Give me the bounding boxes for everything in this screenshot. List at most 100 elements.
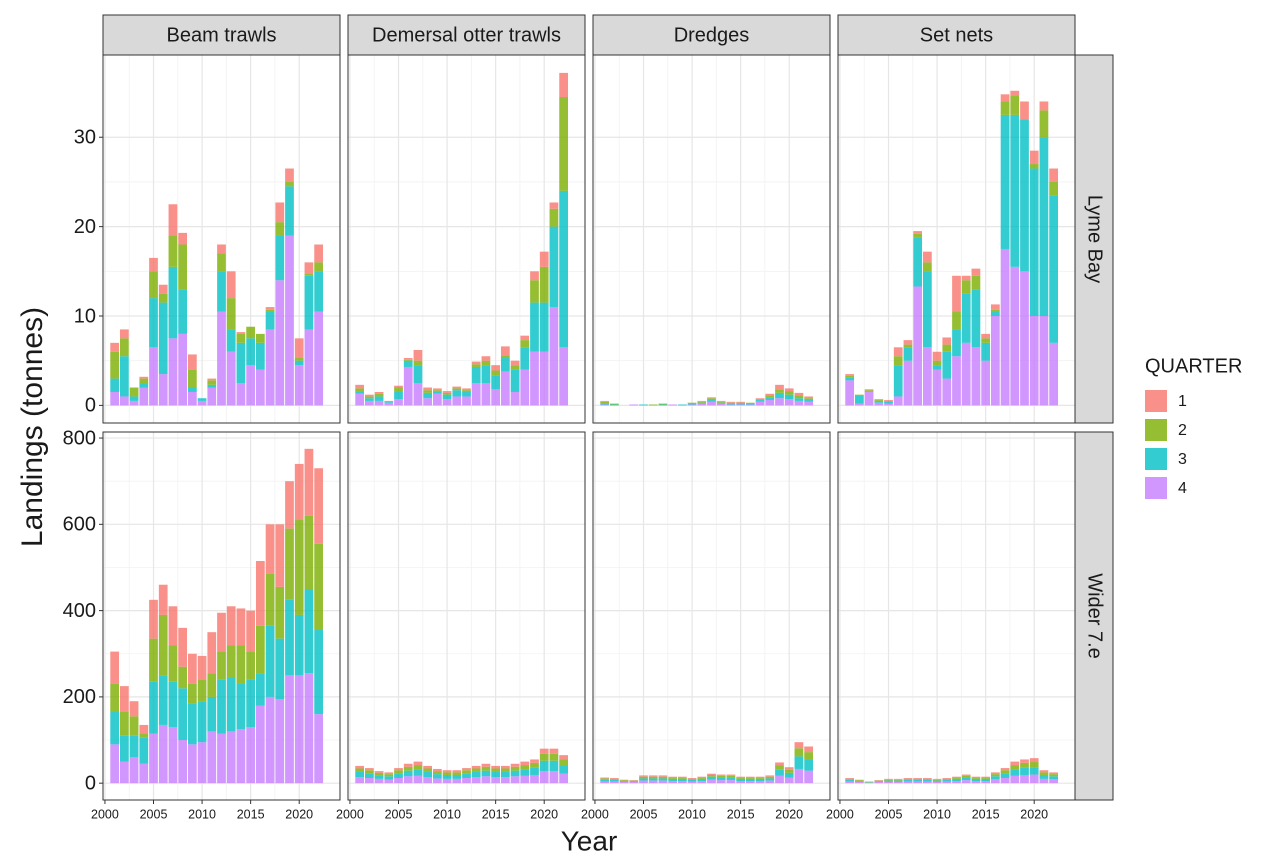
bar: [687, 402, 697, 404]
bar: [893, 780, 903, 782]
bar: [864, 391, 874, 406]
bar: [981, 360, 991, 406]
bar: [217, 253, 226, 272]
bar: [197, 655, 207, 680]
bar: [736, 402, 746, 404]
bar: [139, 376, 149, 379]
bar: [794, 756, 804, 769]
bar: [471, 383, 481, 406]
bar: [549, 202, 559, 209]
bar: [990, 774, 1000, 777]
bar: [510, 391, 520, 406]
y-tick-label: 0: [85, 772, 96, 794]
bar: [893, 347, 903, 357]
bar: [226, 271, 236, 299]
bar: [1049, 342, 1059, 406]
bar: [432, 774, 442, 779]
bar: [217, 679, 226, 734]
bar: [952, 311, 961, 330]
bar: [893, 778, 903, 780]
panel-border: [592, 54, 831, 424]
bar: [755, 781, 765, 784]
bar: [1029, 767, 1039, 775]
bar: [990, 772, 1000, 775]
bar: [384, 776, 394, 780]
panel-background: [348, 55, 585, 423]
bar: [845, 777, 855, 779]
bar: [600, 779, 610, 782]
bar: [854, 781, 864, 784]
legend-key: [1145, 448, 1167, 470]
bar: [491, 365, 501, 371]
x-tick-label: 2015: [482, 807, 510, 821]
bar: [609, 404, 619, 406]
bar: [510, 770, 520, 777]
bar: [355, 771, 365, 778]
bar: [255, 369, 265, 406]
bar: [600, 778, 610, 780]
bar: [364, 398, 374, 401]
bar: [687, 404, 697, 406]
bar: [1029, 762, 1039, 768]
bar: [1010, 266, 1020, 406]
bar: [884, 779, 893, 781]
bar: [129, 701, 139, 717]
bar: [961, 777, 971, 781]
bar: [462, 773, 471, 778]
bar: [745, 403, 755, 405]
bar: [384, 779, 394, 784]
bar: [784, 394, 794, 400]
bar: [520, 335, 530, 341]
bar: [119, 356, 129, 397]
bar: [600, 401, 610, 404]
bar: [539, 748, 549, 754]
bar: [804, 746, 814, 753]
bar: [913, 778, 923, 780]
bar: [207, 696, 217, 732]
bar: [314, 468, 324, 544]
bar: [187, 387, 197, 392]
bar: [726, 401, 736, 403]
bar: [119, 686, 129, 712]
bar: [304, 448, 314, 516]
bar: [265, 524, 275, 574]
bar: [639, 780, 648, 784]
bar: [854, 403, 864, 406]
x-axis-title: Year: [561, 825, 618, 856]
bar: [403, 366, 413, 406]
bar: [784, 772, 794, 778]
bar: [432, 768, 442, 772]
bar: [520, 765, 530, 770]
bar: [314, 311, 324, 406]
bar: [304, 275, 314, 330]
bar: [413, 383, 423, 406]
bar: [922, 779, 932, 782]
bar: [639, 778, 648, 781]
bar: [648, 404, 658, 406]
bar: [559, 755, 569, 760]
bar: [600, 781, 610, 784]
bar: [364, 768, 374, 771]
bar: [452, 396, 462, 406]
bar: [893, 779, 903, 781]
bar: [285, 675, 294, 784]
bar: [874, 402, 884, 406]
bar: [442, 772, 452, 775]
bar: [913, 233, 923, 238]
bar: [384, 774, 394, 777]
bar: [932, 365, 942, 370]
bar: [500, 765, 510, 769]
bar: [716, 401, 726, 403]
bar: [423, 387, 433, 391]
bar: [394, 770, 403, 774]
bar: [255, 560, 265, 626]
bar: [442, 774, 452, 779]
bar: [775, 762, 784, 766]
bar: [471, 366, 481, 384]
bar: [1000, 768, 1010, 771]
bar: [304, 589, 314, 674]
bar: [884, 401, 893, 404]
bar: [275, 524, 285, 587]
bar: [952, 275, 961, 312]
bar: [530, 280, 539, 303]
